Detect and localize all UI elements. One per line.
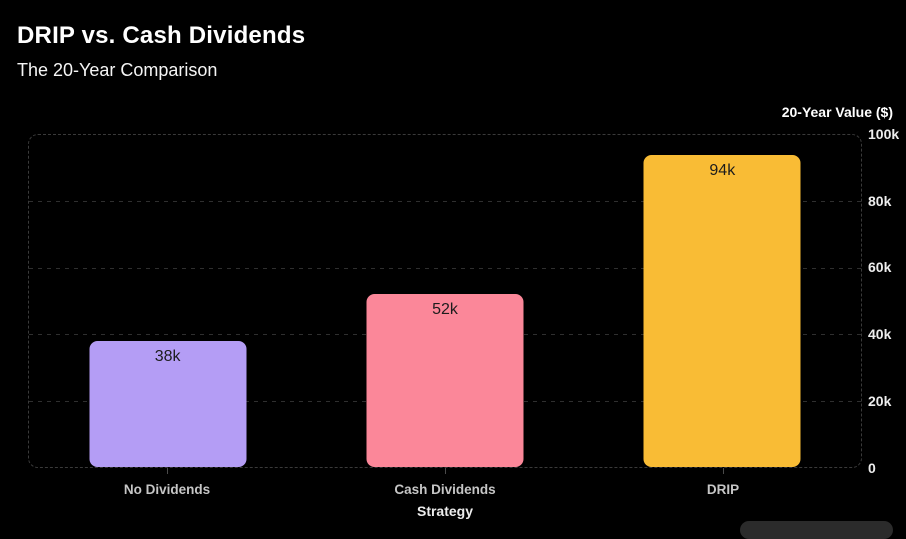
bar-slot-drip: 94k — [584, 135, 861, 467]
plot-area: 38k 52k 94k — [28, 134, 862, 468]
watermark-badge[interactable] — [740, 521, 893, 539]
bar-slot-no-dividends: 38k — [29, 135, 306, 467]
y-tick-label-40k: 40k — [868, 326, 892, 342]
x-tick-mark — [444, 468, 446, 474]
y-tick-label-100k: 100k — [868, 126, 900, 142]
x-tick-label-drip: DRIP — [706, 482, 740, 497]
bar-cash-dividends: 52k — [366, 294, 524, 467]
bar-value-label: 94k — [709, 161, 736, 179]
bars-row: 38k 52k 94k — [29, 135, 861, 467]
y-tick-label-60k: 60k — [868, 259, 892, 275]
y-tick-label-20k: 20k — [868, 393, 892, 409]
chart-title: DRIP vs. Cash Dividends — [17, 22, 306, 49]
x-tick-label-no-dividends: No Dividends — [123, 482, 211, 497]
x-tick-mark — [166, 468, 168, 474]
x-tick-mark — [722, 468, 724, 474]
bar-slot-cash-dividends: 52k — [306, 135, 583, 467]
bar-no-dividends: 38k — [89, 340, 247, 467]
x-axis-labels: No Dividends Cash Dividends DRIP — [28, 482, 862, 497]
gridline-80k — [29, 201, 861, 203]
bar-value-label: 52k — [432, 301, 458, 319]
x-axis-title: Strategy — [416, 503, 474, 519]
y-axis-title: 20-Year Value ($) — [781, 104, 893, 120]
bar-value-label: 38k — [154, 347, 181, 365]
chart-subtitle: The 20-Year Comparison — [17, 60, 218, 80]
y-tick-label-80k: 80k — [868, 193, 892, 209]
x-axis-ticks — [28, 468, 862, 474]
y-tick-label-0: 0 — [868, 460, 876, 476]
bar-drip: 94k — [643, 154, 801, 467]
x-tick-label-cash-dividends: Cash Dividends — [394, 482, 496, 497]
gridline-60k — [29, 267, 861, 269]
